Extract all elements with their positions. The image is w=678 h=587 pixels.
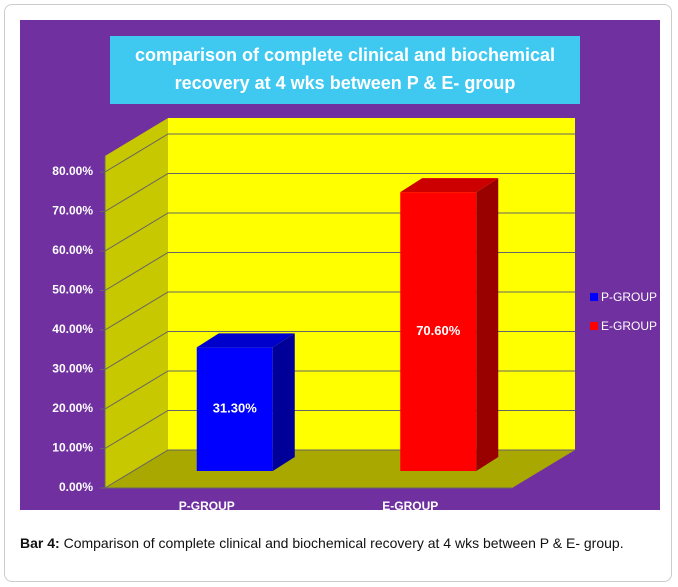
bar-top <box>196 333 295 348</box>
y-tick-label: 80.00% <box>52 164 93 178</box>
bar <box>196 347 273 471</box>
y-tick-label: 0.00% <box>59 480 93 494</box>
x-tick-label: P-GROUP <box>179 499 235 513</box>
y-tick-label: 50.00% <box>52 283 93 297</box>
legend-label: P-GROUP <box>601 290 657 304</box>
caption-text: Comparison of complete clinical and bioc… <box>63 535 624 551</box>
y-tick-label: 40.00% <box>52 322 93 336</box>
chart-title: recovery at 4 wks between P & E- group <box>175 73 516 93</box>
legend-swatch <box>590 293 598 301</box>
y-tick-label: 70.00% <box>52 204 93 218</box>
caption-label: Bar 4: <box>20 535 60 551</box>
chart: comparison of complete clinical and bioc… <box>20 20 660 513</box>
side-wall <box>105 118 168 488</box>
caption: Bar 4: Comparison of complete clinical a… <box>20 534 660 553</box>
data-label: 70.60% <box>416 323 461 338</box>
y-tick-label: 20.00% <box>52 401 93 415</box>
y-tick-label: 30.00% <box>52 362 93 376</box>
grid-line <box>104 133 575 173</box>
bar-side <box>272 333 295 471</box>
title-box <box>110 36 580 104</box>
y-tick-label: 60.00% <box>52 243 93 257</box>
floor <box>105 450 575 488</box>
bar <box>400 192 477 471</box>
bar-side <box>476 178 499 471</box>
data-label: 31.30% <box>213 401 258 416</box>
x-tick-label: E-GROUP <box>382 499 438 513</box>
frame <box>4 4 672 582</box>
y-tick-label: 10.00% <box>52 441 93 455</box>
legend-label: E-GROUP <box>601 319 657 333</box>
grid-line <box>104 173 575 212</box>
bar-top <box>400 178 499 193</box>
chart-title: comparison of complete clinical and bioc… <box>135 45 555 65</box>
legend-swatch <box>590 322 598 330</box>
